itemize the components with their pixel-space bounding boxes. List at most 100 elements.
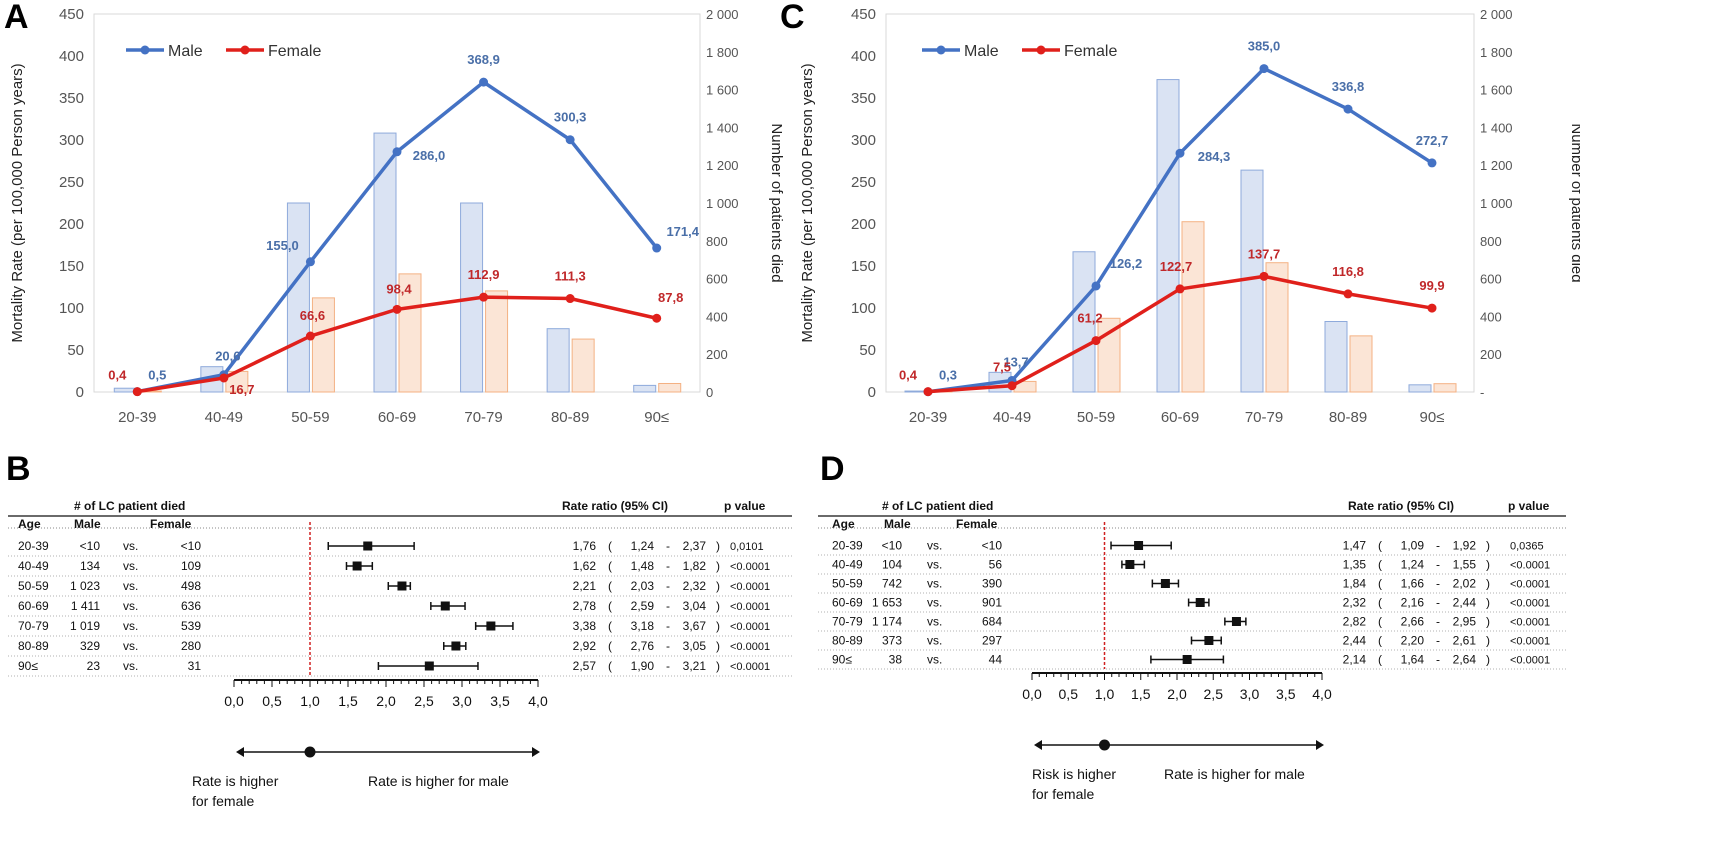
x-tick-label: 90≤ (644, 409, 669, 426)
row-age: 60-69 (832, 596, 863, 610)
data-label-male: 171,4 (666, 224, 699, 239)
row-ci-dash: - (1436, 539, 1440, 553)
y-tick-label: 150 (851, 258, 876, 275)
row-close-paren: ) (716, 599, 720, 613)
row-p-value: <0.0001 (1510, 598, 1550, 610)
arrow-left-label: Risk is higher (1032, 766, 1116, 782)
point-female-rate (1175, 284, 1185, 294)
row-ci-dash: - (1436, 653, 1440, 667)
row-close-paren: ) (716, 639, 720, 653)
row-ci-high: 2,37 (683, 539, 707, 553)
y-tick-label: 200 (851, 216, 876, 233)
y-tick-label: 100 (851, 300, 876, 317)
bar-male-count (286, 202, 310, 393)
point-male-rate (1259, 64, 1269, 74)
y2-tick-label: 1 400 (1480, 120, 1513, 135)
row-ci-low: 2,76 (631, 639, 655, 653)
row-vs: vs. (123, 539, 138, 553)
row-vs: vs. (123, 579, 138, 593)
point-male-rate (392, 147, 402, 157)
row-open-paren: ( (608, 539, 612, 553)
x-tick-label: 80-89 (551, 409, 589, 426)
row-p-value: <0.0001 (1510, 636, 1550, 648)
x-tick-label: 1,5 (338, 693, 358, 709)
x-tick-label: 50-59 (1077, 409, 1115, 426)
y-tick-label: 350 (851, 90, 876, 107)
estimate-marker (1160, 579, 1170, 588)
panel-label-b: B (6, 450, 31, 488)
row-rate-ratio: 2,82 (1343, 615, 1367, 629)
bar-male-count (1240, 169, 1264, 393)
point-female-rate (1091, 336, 1101, 346)
data-label-female: 116,8 (1332, 264, 1364, 279)
data-label-male: 385,0 (1248, 39, 1281, 54)
y-tick-label: 100 (59, 300, 84, 317)
row-ci-high: 2,64 (1453, 653, 1477, 667)
row-male-count: 104 (882, 558, 902, 572)
header-age: Age (18, 517, 41, 531)
x-tick-label: 2,5 (414, 693, 434, 709)
row-ci-dash: - (1436, 577, 1440, 591)
header-p-value: p value (724, 499, 766, 513)
estimate-marker (486, 621, 496, 631)
point-female-rate (1007, 381, 1017, 391)
row-age: 90≤ (18, 659, 38, 673)
row-vs: vs. (927, 634, 942, 648)
point-female-rate (132, 387, 142, 397)
row-ci-high: 1,82 (683, 559, 707, 573)
data-label-male: 13,7 (1003, 354, 1028, 369)
y-tick-label: 0 (76, 384, 84, 401)
row-ci-dash: - (666, 579, 670, 593)
y2-tick-label: 2 000 (1480, 7, 1513, 22)
row-age: 20-39 (832, 539, 863, 553)
row-age: 20-39 (18, 539, 49, 553)
row-ci-dash: - (666, 659, 670, 673)
data-label-male: 0,3 (939, 368, 957, 383)
estimate-marker (451, 641, 461, 651)
row-close-paren: ) (1486, 577, 1490, 591)
data-label-male: 0,5 (148, 368, 166, 383)
y2-tick-label: 600 (706, 272, 728, 287)
row-ci-low: 1,09 (1401, 539, 1425, 553)
x-tick-label: 80-89 (1329, 409, 1367, 426)
row-rate-ratio: 1,76 (573, 539, 597, 553)
y-tick-label: 250 (851, 174, 876, 191)
legend-female-label: Female (268, 43, 321, 60)
bar-female-count (485, 290, 509, 393)
y2-tick-label: 1 200 (1480, 158, 1513, 173)
row-male-count: 1 653 (872, 596, 902, 610)
bar-male-count (1072, 251, 1096, 393)
data-label-female: 137,7 (1248, 246, 1281, 261)
data-label-female: 61,2 (1077, 311, 1102, 326)
row-p-value: <0.0001 (730, 581, 770, 593)
data-label-female: 87,8 (658, 290, 683, 305)
row-male-count: 1 411 (71, 599, 100, 613)
bar-male-count (633, 384, 657, 393)
row-open-paren: ( (608, 619, 612, 633)
row-age: 50-59 (832, 577, 863, 591)
x-tick-label: 20-39 (118, 409, 156, 426)
estimate-marker (424, 661, 434, 671)
row-ci-high: 2,44 (1453, 596, 1477, 610)
row-ci-low: 2,16 (1401, 596, 1425, 610)
row-open-paren: ( (1378, 577, 1382, 591)
row-open-paren: ( (1378, 596, 1382, 610)
legend-female-marker (1036, 45, 1046, 55)
row-ci-high: 2,32 (683, 579, 707, 593)
row-p-value: <0.0001 (730, 661, 770, 673)
row-male-count: 1 019 (70, 619, 100, 633)
row-female-count: <10 (181, 539, 202, 553)
data-label-male: 300,3 (554, 110, 587, 125)
row-male-count: 742 (882, 577, 902, 591)
data-label-female: 66,6 (300, 308, 325, 323)
bar-male-count (546, 328, 570, 393)
point-female-rate (652, 313, 662, 323)
row-ci-dash: - (666, 539, 670, 553)
estimate-marker (1125, 560, 1135, 569)
x-tick-label: 20-39 (909, 409, 947, 426)
y2-tick-label: 1 000 (1480, 196, 1513, 211)
row-rate-ratio: 1,84 (1343, 577, 1367, 591)
y2-tick-label: 800 (706, 234, 728, 249)
x-tick-label: 3,0 (1240, 686, 1260, 702)
row-p-value: <0.0001 (730, 641, 770, 653)
